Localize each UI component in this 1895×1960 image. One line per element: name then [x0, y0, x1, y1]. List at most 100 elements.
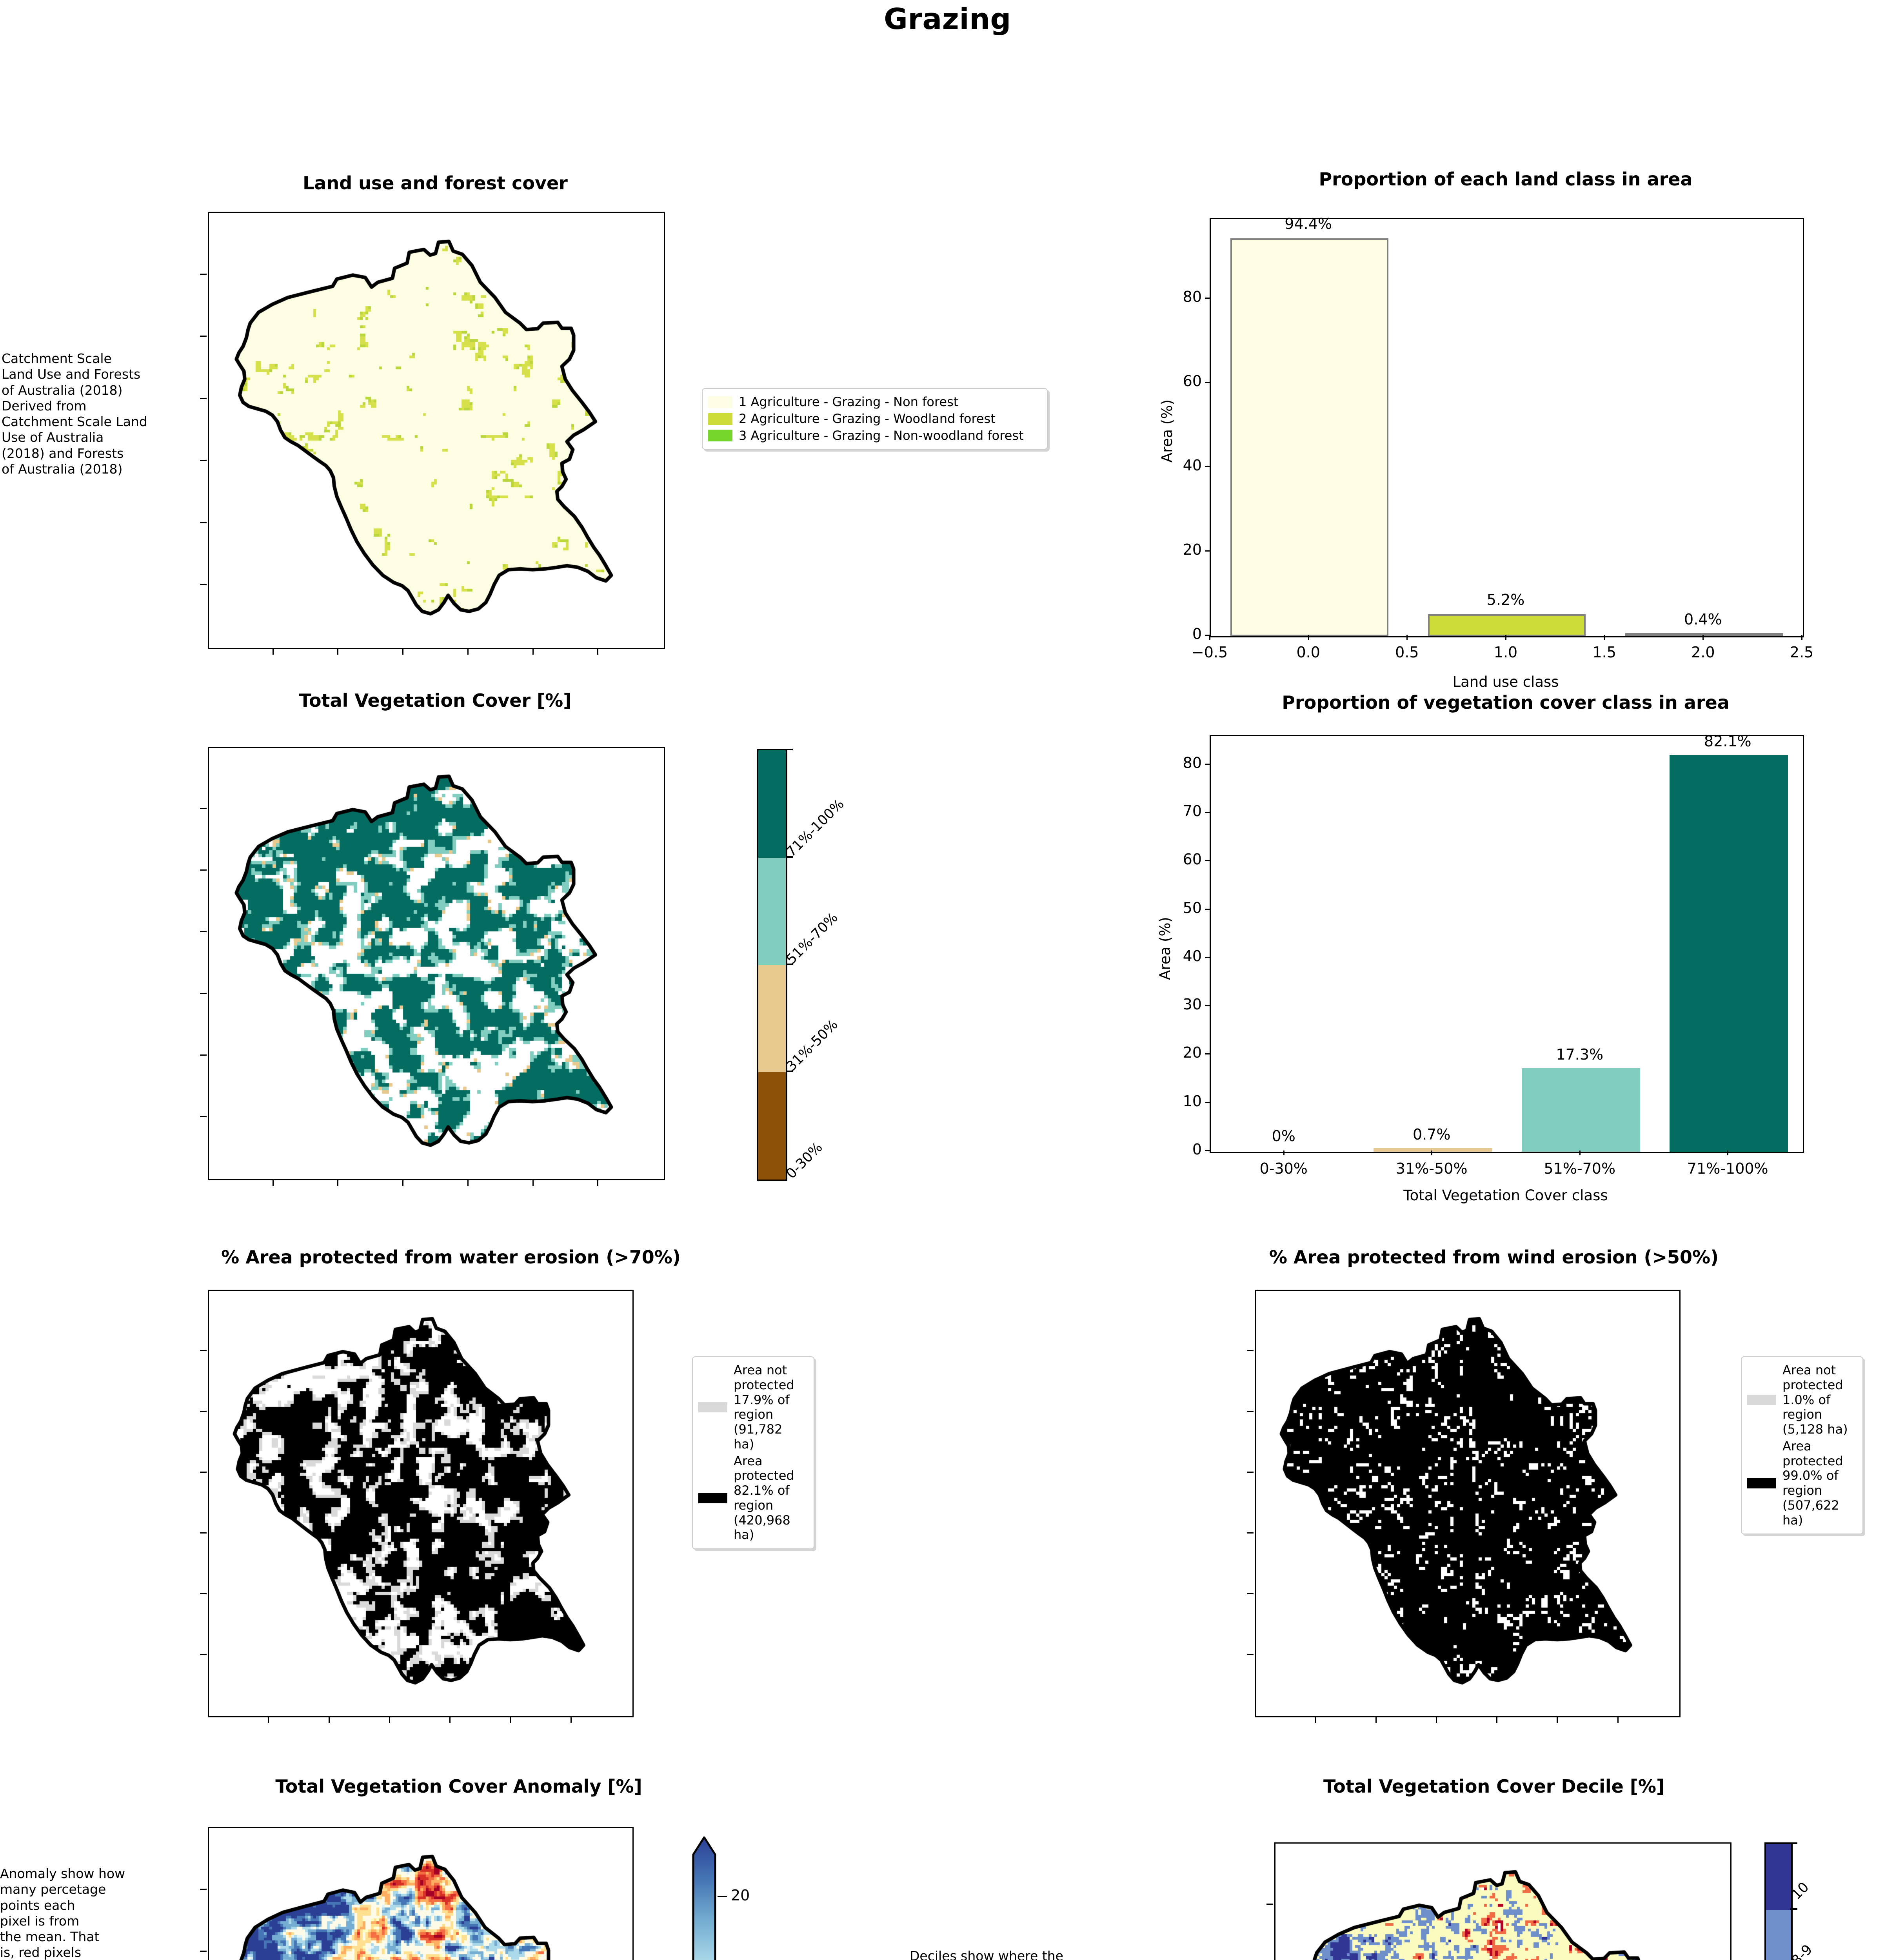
y-tick-label: 0	[1192, 1141, 1202, 1158]
colorbar-segment	[1766, 1910, 1791, 1960]
decile-note: Deciles show where the pixel value lies …	[910, 1948, 1063, 1960]
colorbar-tick	[718, 1895, 727, 1897]
anomaly-map[interactable]	[208, 1827, 634, 1960]
map-y-tick	[200, 273, 207, 275]
y-tick-label: 20	[1183, 1044, 1202, 1062]
colorbar-label: 51%-70%	[783, 909, 841, 967]
land-use-bar-xlabel: Land use class	[1452, 673, 1559, 690]
colorbar-tick	[786, 749, 793, 750]
map-x-tick	[328, 1716, 330, 1723]
land-use-source-note: Catchment Scale Land Use and Forests of …	[2, 351, 147, 477]
x-tick	[1702, 635, 1704, 640]
color-swatch-icon	[708, 413, 732, 425]
map-x-tick	[1435, 1716, 1437, 1723]
decile-map-title: Total Vegetation Cover Decile [%]	[1323, 1776, 1665, 1797]
bar-value-label: 82.1%	[1704, 733, 1751, 750]
map-x-tick	[532, 648, 534, 655]
legend-item: Area not protected 1.0% of region (5,128…	[1747, 1363, 1857, 1437]
legend-label: 1 Agriculture - Grazing - Non forest	[739, 394, 959, 409]
bar-value-label: 17.3%	[1556, 1045, 1604, 1063]
map-x-tick	[570, 1716, 572, 1723]
colorbar-tick-label: 20	[731, 1886, 750, 1904]
y-tick-label: 80	[1183, 288, 1202, 306]
legend-label: Area not protected 1.0% of region (5,128…	[1782, 1363, 1848, 1437]
colorbar-tick	[1790, 1842, 1797, 1844]
colorbar-label: 31%-50%	[783, 1017, 841, 1075]
x-tick-label: 0-30%	[1259, 1160, 1308, 1177]
x-tick-label: 2.5	[1790, 644, 1814, 661]
bar-value-label: 0%	[1272, 1127, 1295, 1145]
bar[interactable]	[1374, 1148, 1492, 1152]
map-y-tick	[1247, 1654, 1254, 1655]
veg-cover-map[interactable]	[208, 747, 665, 1180]
map-y-tick	[200, 1350, 207, 1351]
anomaly-note: Anomaly show how many percetage points e…	[0, 1866, 125, 1960]
y-tick	[1205, 763, 1210, 765]
land-use-map-title: Land use and forest cover	[303, 172, 568, 194]
map-y-tick	[200, 336, 207, 337]
colorbar-tick	[786, 856, 793, 858]
x-tick	[1579, 1151, 1581, 1155]
map-x-tick	[1375, 1716, 1377, 1723]
wind-erosion-map[interactable]	[1255, 1290, 1681, 1717]
legend-item: Area protected 99.0% of region (507,622 …	[1747, 1439, 1857, 1528]
map-y-tick	[200, 522, 207, 523]
map-x-tick	[532, 1179, 534, 1186]
legend-item: 2 Agriculture - Grazing - Woodland fores…	[708, 411, 1041, 426]
bar[interactable]	[1670, 755, 1788, 1152]
anomaly-colorbar	[692, 1837, 716, 1960]
water-erosion-map[interactable]	[208, 1290, 634, 1717]
legend-label: 2 Agriculture - Grazing - Woodland fores…	[739, 411, 996, 426]
y-tick-label: 60	[1183, 851, 1202, 868]
map-y-tick	[200, 808, 207, 809]
bar-value-label: 5.2%	[1486, 591, 1525, 609]
y-tick-label: 40	[1183, 457, 1202, 474]
y-tick	[1205, 908, 1210, 910]
y-tick	[1205, 1053, 1210, 1055]
decile-map[interactable]	[1274, 1842, 1731, 1960]
bar[interactable]	[1428, 614, 1586, 636]
legend-label: Area not protected 17.9% of region (91,7…	[734, 1363, 794, 1452]
x-tick-label: 31%-50%	[1395, 1160, 1468, 1177]
veg-cover-bar-xlabel: Total Vegetation Cover class	[1403, 1187, 1608, 1204]
y-tick	[1205, 1102, 1210, 1103]
map-x-tick	[1496, 1716, 1498, 1723]
land-use-map[interactable]	[208, 212, 665, 649]
y-tick	[1205, 382, 1210, 383]
colorbar-tick	[786, 1071, 793, 1073]
bar[interactable]	[1625, 633, 1783, 636]
land-use-legend: 1 Agriculture - Grazing - Non forest 2 A…	[702, 388, 1048, 450]
map-y-tick	[200, 931, 207, 933]
y-tick-label: 70	[1183, 802, 1202, 820]
x-tick	[1431, 1151, 1433, 1155]
map-y-tick	[1247, 1532, 1254, 1534]
veg-cover-bar-plot[interactable]	[1210, 735, 1804, 1153]
y-tick	[1205, 956, 1210, 958]
y-tick	[1205, 860, 1210, 862]
x-tick	[1505, 635, 1506, 640]
map-y-tick	[200, 993, 207, 994]
map-y-tick	[200, 1593, 207, 1594]
map-y-tick	[200, 1654, 207, 1655]
map-x-tick	[449, 1716, 451, 1723]
x-tick	[1801, 635, 1802, 640]
map-x-tick	[272, 1179, 274, 1186]
y-tick-label: 40	[1183, 947, 1202, 965]
legend-label: Area protected 82.1% of region (420,968 …	[734, 1453, 794, 1543]
y-tick-label: 10	[1183, 1092, 1202, 1110]
veg-cover-colorbar	[757, 749, 787, 1181]
map-y-tick	[1247, 1350, 1254, 1351]
bar-value-label: 0.4%	[1684, 611, 1722, 628]
bar[interactable]	[1521, 1068, 1640, 1152]
map-y-tick	[1247, 1593, 1254, 1594]
veg-cover-bar-title: Proportion of vegetation cover class in …	[1282, 692, 1730, 713]
map-y-tick	[1266, 1904, 1273, 1905]
y-tick	[1205, 1005, 1210, 1007]
x-tick-label: 0.0	[1296, 644, 1320, 661]
map-x-tick	[467, 648, 469, 655]
bar[interactable]	[1230, 238, 1388, 636]
land-use-bar-plot[interactable]	[1210, 218, 1804, 637]
color-swatch-icon	[1747, 1478, 1776, 1488]
y-tick	[1205, 635, 1210, 636]
y-tick-label: 20	[1183, 541, 1202, 559]
